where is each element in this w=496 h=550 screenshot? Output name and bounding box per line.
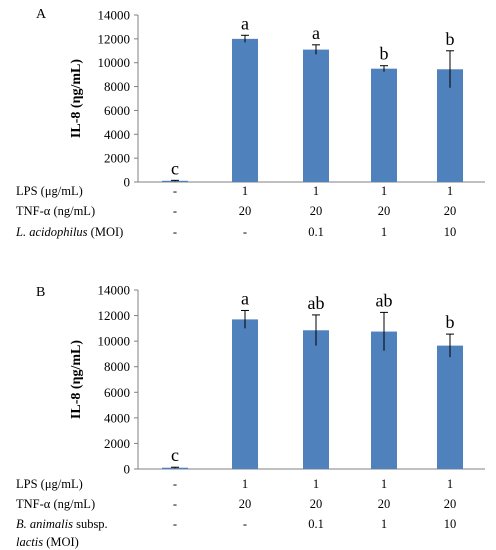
condition-label: TNF-α (ng/mL) — [16, 204, 95, 218]
y-tick-label: 0 — [124, 175, 131, 190]
condition-value: 20 — [239, 497, 252, 511]
significance-label: b — [446, 312, 455, 332]
condition-value: 1 — [242, 477, 248, 491]
condition-value: 20 — [310, 204, 323, 218]
panel-label: B — [36, 285, 45, 300]
condition-value: 1 — [381, 517, 387, 531]
condition-value: 1 — [313, 477, 319, 491]
condition-value: - — [243, 517, 247, 531]
bar — [232, 319, 258, 469]
y-tick-label: 2000 — [104, 436, 130, 451]
significance-label: b — [380, 44, 389, 64]
chart-panel-b: B IL-8 (ηg/mL) 0 2000 4000 6000 8000 10000 12000… — [16, 283, 485, 549]
condition-value: 0.1 — [308, 225, 324, 239]
condition-value: 1 — [242, 184, 248, 198]
y-tick-label: 14000 — [98, 8, 131, 23]
y-axis-label: IL-8 (ηg/mL) — [69, 340, 84, 419]
condition-value: 1 — [313, 184, 319, 198]
y-tick-label: 2000 — [104, 151, 130, 166]
y-tick-label: 10000 — [98, 55, 131, 70]
condition-value: 20 — [239, 204, 252, 218]
significance-label: a — [241, 13, 249, 33]
condition-value: 1 — [381, 184, 387, 198]
y-tick-label: 0 — [124, 462, 131, 477]
significance-label: ab — [376, 290, 393, 310]
condition-value: - — [173, 184, 177, 198]
significance-label: c — [171, 158, 179, 178]
y-tick-label: 8000 — [104, 79, 130, 94]
significance-label: b — [446, 29, 455, 49]
bar — [437, 345, 463, 469]
significance-label: a — [241, 288, 249, 308]
condition-value: - — [173, 477, 177, 491]
y-axis-label: IL-8 (ηg/mL) — [69, 59, 84, 138]
condition-value: - — [243, 225, 247, 239]
condition-label: TNF-α (ng/mL) — [16, 497, 95, 511]
bar — [303, 49, 329, 182]
significance-label: c — [171, 445, 179, 465]
significance-label: ab — [308, 293, 325, 313]
condition-value: - — [173, 225, 177, 239]
panel-label: A — [36, 7, 47, 22]
bar — [437, 69, 463, 182]
condition-label: L. acidophilus (MOI) — [15, 225, 123, 239]
condition-label: LPS (μg/mL) — [16, 477, 83, 491]
significance-label: a — [312, 23, 320, 43]
bar — [232, 38, 258, 182]
y-tick-label: 4000 — [104, 410, 130, 425]
condition-value: 1 — [381, 477, 387, 491]
condition-value: 20 — [378, 497, 391, 511]
bar — [371, 68, 397, 182]
bar — [371, 331, 397, 469]
bar — [303, 330, 329, 469]
y-tick-label: 8000 — [104, 359, 130, 374]
condition-value: - — [173, 497, 177, 511]
bar — [162, 180, 188, 182]
condition-value: - — [173, 517, 177, 531]
condition-value: 0.1 — [308, 517, 324, 531]
condition-value: 10 — [444, 225, 457, 239]
condition-value: 1 — [447, 184, 453, 198]
condition-value: 1 — [381, 225, 387, 239]
condition-value: 20 — [444, 204, 457, 218]
y-tick-label: 12000 — [98, 308, 131, 323]
y-tick-label: 14000 — [98, 283, 131, 298]
condition-value: 1 — [447, 477, 453, 491]
y-tick-label: 4000 — [104, 127, 130, 142]
chart-panel-a: A IL-8 (ηg/mL) 0 2000 4000 6000 8000 10000 12000… — [15, 7, 485, 239]
bar — [162, 467, 188, 469]
condition-label: B. animalis subsp. — [16, 517, 108, 531]
condition-label-line2: lactis (MOI) — [16, 535, 79, 549]
condition-label: LPS (μg/mL) — [16, 184, 83, 198]
condition-value: 20 — [378, 204, 391, 218]
y-tick-label: 6000 — [104, 385, 130, 400]
y-tick-label: 10000 — [98, 334, 131, 349]
condition-value: 20 — [310, 497, 323, 511]
condition-value: 10 — [444, 517, 457, 531]
y-tick-label: 6000 — [104, 103, 130, 118]
y-tick-label: 12000 — [98, 31, 131, 46]
condition-value: - — [173, 204, 177, 218]
condition-value: 20 — [444, 497, 457, 511]
